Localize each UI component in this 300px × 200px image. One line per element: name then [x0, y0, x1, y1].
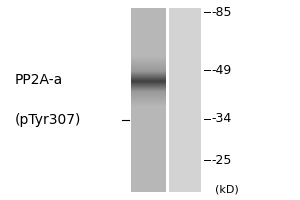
- Text: (kD): (kD): [214, 184, 238, 194]
- Text: (pTyr307): (pTyr307): [15, 113, 81, 127]
- Text: -25: -25: [212, 154, 232, 166]
- Text: -34: -34: [212, 112, 232, 126]
- Text: -49: -49: [212, 64, 232, 76]
- Text: PP2A-a: PP2A-a: [15, 73, 63, 87]
- Text: -85: -85: [212, 5, 232, 19]
